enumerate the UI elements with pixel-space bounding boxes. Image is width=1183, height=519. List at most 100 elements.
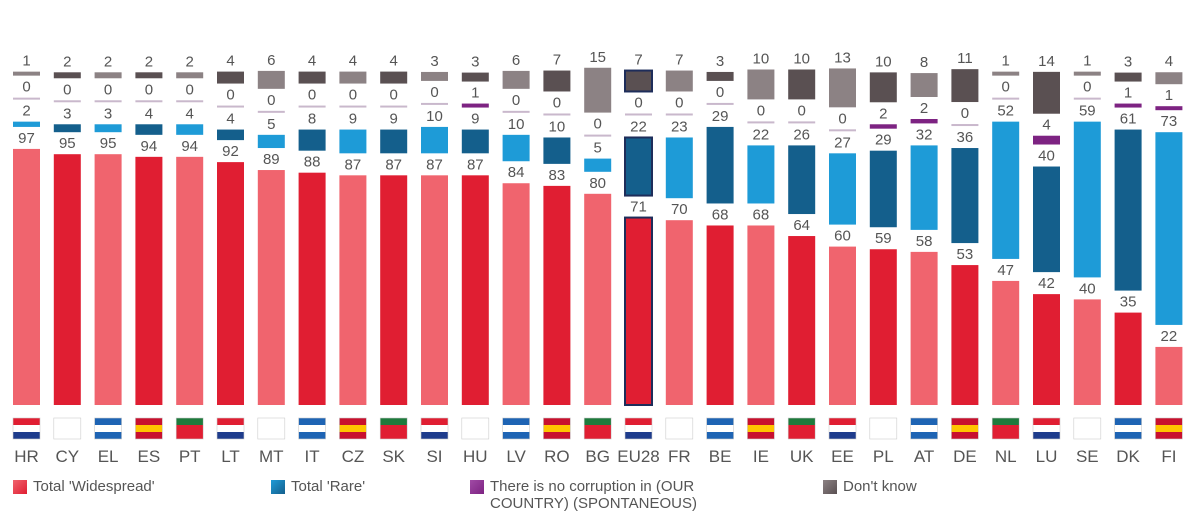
legend-label-dont-know: Don't know <box>843 478 917 495</box>
bar-rare-si <box>421 126 448 154</box>
bar-widespread-hu <box>461 175 489 405</box>
label-widespread-sk: 87 <box>385 156 402 173</box>
category-label-ie: IE <box>753 447 769 466</box>
label-no-corruption-hr: 0 <box>22 79 30 96</box>
bar-widespread-es <box>135 156 163 405</box>
bar-widespread-ie <box>747 225 775 405</box>
bar-no-corruption-be <box>706 102 734 105</box>
flag-uk-icon <box>787 417 816 440</box>
bar-widespread-si <box>421 175 448 405</box>
label-no-corruption-mt: 0 <box>267 92 275 109</box>
label-dont-know-si: 3 <box>430 53 438 70</box>
label-no-corruption-lu: 4 <box>1042 117 1050 134</box>
label-no-corruption-cy: 0 <box>63 81 71 98</box>
category-label-ro: RO <box>544 447 570 466</box>
label-dont-know-dk: 3 <box>1124 54 1132 71</box>
label-rare-pl: 29 <box>875 132 892 149</box>
bar-no-corruption-lt <box>217 105 244 108</box>
category-label-be: BE <box>709 447 732 466</box>
label-no-corruption-at: 2 <box>920 100 928 117</box>
label-dont-know-sk: 4 <box>390 53 398 70</box>
label-dont-know-mt: 6 <box>267 52 275 69</box>
label-dont-know-el: 2 <box>104 53 112 70</box>
bar-widespread-dk <box>1114 312 1142 405</box>
label-widespread-ie: 68 <box>753 206 770 223</box>
label-rare-se: 59 <box>1079 103 1096 120</box>
label-no-corruption-si: 0 <box>430 84 438 101</box>
flag-nl-icon <box>991 417 1020 440</box>
label-no-corruption-cz: 0 <box>349 87 357 104</box>
category-label-cz: CZ <box>342 447 365 466</box>
flag-it-icon <box>298 417 326 440</box>
label-dont-know-pl: 10 <box>875 53 892 70</box>
category-label-uk: UK <box>790 447 814 466</box>
bar-no-corruption-cz <box>339 105 367 108</box>
label-dont-know-hu: 3 <box>471 54 479 71</box>
bar-no-corruption-lv <box>502 110 530 113</box>
label-dont-know-cz: 4 <box>349 53 357 70</box>
bar-no-corruption-hu <box>461 103 489 108</box>
bar-widespread-lu <box>1033 294 1060 405</box>
bar-dont-know-lu <box>1033 71 1060 114</box>
category-label-ee: EE <box>831 447 854 466</box>
label-no-corruption-sk: 0 <box>390 87 398 104</box>
label-widespread-eu28: 71 <box>630 199 647 216</box>
flag-bg-icon <box>583 417 612 440</box>
label-rare-es: 4 <box>145 105 153 122</box>
bar-rare-pl <box>869 150 897 228</box>
label-rare-dk: 61 <box>1120 111 1137 128</box>
label-rare-si: 10 <box>426 108 443 125</box>
bar-no-corruption-ro <box>543 113 571 116</box>
label-no-corruption-nl: 0 <box>1002 79 1010 96</box>
label-rare-hr: 2 <box>22 103 30 120</box>
label-rare-el: 3 <box>104 105 112 122</box>
label-rare-uk: 26 <box>793 126 810 143</box>
bar-widespread-el <box>94 154 122 405</box>
label-rare-sk: 9 <box>390 111 398 128</box>
category-label-nl: NL <box>995 447 1017 466</box>
legend-item-widespread: Total 'Widespread' <box>13 478 155 495</box>
label-widespread-mt: 89 <box>263 151 280 168</box>
label-widespread-lv: 84 <box>508 164 525 181</box>
bar-no-corruption-dk <box>1114 103 1142 108</box>
bar-rare-hr <box>13 121 40 127</box>
bar-rare-bg <box>584 158 612 172</box>
bar-no-corruption-it <box>298 105 326 108</box>
flag-dk-icon <box>1114 417 1142 440</box>
label-no-corruption-hu: 1 <box>471 85 479 102</box>
label-no-corruption-pl: 2 <box>879 105 887 122</box>
bar-no-corruption-fr <box>665 113 693 116</box>
flag-si-icon <box>420 417 449 440</box>
bar-no-corruption-pl <box>869 124 897 129</box>
bar-no-corruption-es <box>135 100 163 103</box>
category-label-pl: PL <box>873 447 894 466</box>
bar-rare-lu <box>1033 166 1060 273</box>
category-label-sk: SK <box>382 447 405 466</box>
label-no-corruption-el: 0 <box>104 81 112 98</box>
bar-no-corruption-pt <box>176 100 204 103</box>
bar-widespread-hr <box>13 148 40 406</box>
bar-rare-hu <box>461 129 489 154</box>
bar-rare-uk <box>788 145 816 215</box>
bar-no-corruption-sk <box>380 105 408 108</box>
label-dont-know-lt: 4 <box>226 53 234 70</box>
label-rare-cy: 3 <box>63 105 71 122</box>
label-rare-ro: 10 <box>549 118 566 135</box>
legend-swatch-widespread <box>13 480 27 494</box>
category-label-lu: LU <box>1036 447 1058 466</box>
label-no-corruption-pt: 0 <box>186 81 194 98</box>
bar-rare-be <box>706 126 734 204</box>
label-dont-know-se: 1 <box>1083 53 1091 70</box>
bar-rare-mt <box>257 134 285 149</box>
label-no-corruption-uk: 0 <box>798 102 806 119</box>
stacked-bar-chart: 97201HR95302CY95302EL94402ES94402PT92404… <box>12 49 1183 466</box>
label-widespread-dk: 35 <box>1120 294 1137 311</box>
flag-lv-icon <box>502 417 530 440</box>
label-dont-know-ie: 10 <box>753 51 770 68</box>
flag-es-icon <box>135 417 163 440</box>
category-label-lv: LV <box>506 447 526 466</box>
bar-widespread-pl <box>869 249 897 405</box>
label-widespread-lt: 92 <box>222 143 239 160</box>
bar-rare-cy <box>53 124 81 133</box>
label-widespread-uk: 64 <box>793 217 810 234</box>
